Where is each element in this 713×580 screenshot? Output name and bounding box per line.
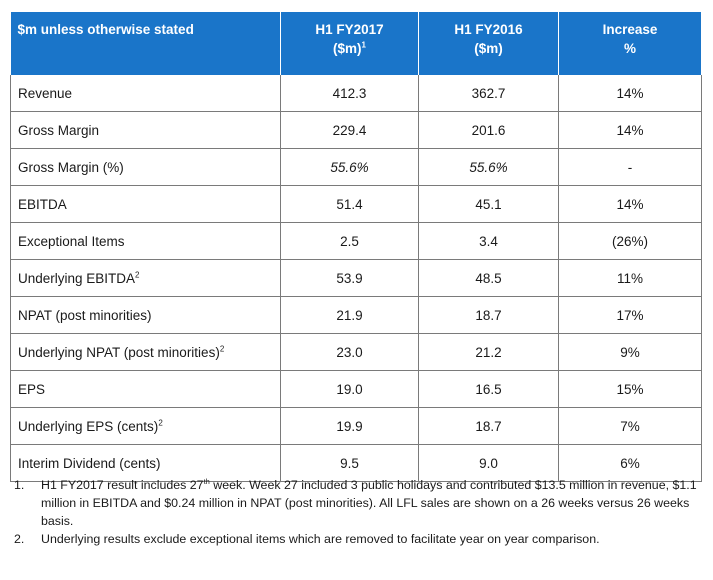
table-row: NPAT (post minorities) 21.9 18.7 17% (10, 296, 702, 334)
value-h1-fy2016: 18.7 (418, 296, 559, 334)
value-h1-fy2016: 45.1 (418, 185, 559, 223)
value-h1-fy2016: 18.7 (418, 407, 559, 445)
value-h1-fy2017: 9.5 (280, 444, 419, 482)
value-h1-fy2016: 3.4 (418, 222, 559, 260)
header-h1-fy2017-footnote: 1 (361, 40, 366, 50)
row-label: Underlying EBITDA2 (10, 259, 281, 297)
table-row: Gross Margin 229.4 201.6 14% (10, 111, 702, 149)
table-row: EPS 19.0 16.5 15% (10, 370, 702, 408)
header-increase-unit: % (623, 41, 636, 56)
value-h1-fy2017: 412.3 (280, 75, 419, 112)
value-h1-fy2016: 48.5 (418, 259, 559, 297)
table-row: Underlying NPAT (post minorities)2 23.0 21… (10, 333, 702, 371)
row-label-text: Underlying NPAT (post minorities) (18, 344, 220, 360)
value-h1-fy2017: 21.9 (280, 296, 419, 334)
value-increase: 9% (558, 333, 702, 371)
value-h1-fy2017: 19.0 (280, 370, 419, 408)
table-row: Interim Dividend (cents) 9.5 9.0 6% (10, 444, 702, 482)
value-increase: 7% (558, 407, 702, 445)
value-h1-fy2017: 229.4 (280, 111, 419, 149)
row-label: Underlying NPAT (post minorities)2 (10, 333, 281, 371)
row-label: EPS (10, 370, 281, 408)
value-h1-fy2016: 55.6% (418, 148, 559, 186)
value-h1-fy2017: 51.4 (280, 185, 419, 223)
row-label-text: Underlying EBITDA (18, 270, 136, 286)
row-label: Underlying EPS (cents)2 (10, 407, 281, 445)
value-h1-fy2017: 55.6% (280, 148, 419, 186)
row-label-text: Gross Margin (%) (18, 159, 124, 175)
row-footnote-ref: 2 (219, 344, 225, 353)
header-h1-fy2017-unit: ($m) (333, 41, 362, 56)
value-h1-fy2016: 201.6 (418, 111, 559, 149)
header-units-label: $m unless otherwise stated (17, 22, 194, 37)
row-label-text: Revenue (18, 85, 73, 101)
value-increase: 11% (558, 259, 702, 297)
value-h1-fy2017: 2.5 (280, 222, 419, 260)
footnote-text: Underlying results exclude exceptional i… (41, 530, 704, 548)
footnote-text-part: H1 FY2017 result includes 27 (41, 478, 204, 492)
header-increase: Increase % (558, 12, 702, 75)
row-label-text: EPS (18, 381, 46, 397)
value-increase: 17% (558, 296, 702, 334)
value-increase: 14% (558, 75, 702, 112)
footnotes: 1. H1 FY2017 result includes 27th week. W… (14, 476, 704, 548)
value-h1-fy2017: 53.9 (280, 259, 419, 297)
row-label-text: NPAT (post minorities) (18, 307, 152, 323)
value-increase: 14% (558, 111, 702, 149)
footnote-item: 1. H1 FY2017 result includes 27th week. W… (14, 476, 704, 530)
value-increase: - (558, 148, 702, 186)
row-label: NPAT (post minorities) (10, 296, 281, 334)
footnote-number: 2. (14, 532, 25, 546)
row-label-text: Underlying EPS (cents) (18, 418, 159, 434)
header-h1-fy2016-unit: ($m) (474, 41, 503, 56)
value-increase: 15% (558, 370, 702, 408)
footnote-text-part: Underlying results exclude exceptional i… (41, 532, 600, 546)
value-increase: 6% (558, 444, 702, 482)
footnote-superscript: th (203, 476, 210, 486)
value-h1-fy2016: 9.0 (418, 444, 559, 482)
table-header: $m unless otherwise stated H1 FY2017 ($m… (10, 12, 702, 75)
financial-results-table: $m unless otherwise stated H1 FY2017 ($m… (10, 12, 702, 482)
header-units: $m unless otherwise stated (10, 12, 281, 75)
row-label-text: Interim Dividend (cents) (18, 455, 161, 471)
value-increase: 14% (558, 185, 702, 223)
table-row: Exceptional Items 2.5 3.4 (26%) (10, 222, 702, 260)
footnote-text: H1 FY2017 result includes 27th week. Wee… (41, 476, 704, 530)
value-h1-fy2017: 23.0 (280, 333, 419, 371)
row-label: Gross Margin (%) (10, 148, 281, 186)
table-body: Revenue 412.3 362.7 14% Gross Margin 229.4 201… (10, 75, 702, 482)
row-label-text: Gross Margin (18, 122, 100, 138)
footnote-number: 1. (14, 478, 25, 492)
row-label: Gross Margin (10, 111, 281, 149)
value-h1-fy2016: 16.5 (418, 370, 559, 408)
table-row: Underlying EPS (cents)2 19.9 18.7 7% (10, 407, 702, 445)
value-h1-fy2016: 21.2 (418, 333, 559, 371)
table-row: Revenue 412.3 362.7 14% (10, 75, 702, 112)
footnote-item: 2. Underlying results exclude exceptional… (14, 530, 704, 548)
table-row: Gross Margin (%) 55.6% 55.6% - (10, 148, 702, 186)
table-row: Underlying EBITDA2 53.9 48.5 11% (10, 259, 702, 297)
row-footnote-ref: 2 (135, 270, 140, 279)
row-label-text: EBITDA (18, 196, 67, 212)
row-label: EBITDA (10, 185, 281, 223)
row-label: Interim Dividend (cents) (10, 444, 281, 482)
table-header-row: $m unless otherwise stated H1 FY2017 ($m… (10, 12, 702, 75)
row-label: Exceptional Items (10, 222, 281, 260)
value-increase: (26%) (558, 222, 702, 260)
row-label-text: Exceptional Items (18, 233, 125, 249)
value-h1-fy2017: 19.9 (280, 407, 419, 445)
header-h1-fy2017-label: H1 FY2017 (315, 22, 384, 37)
header-h1-fy2016: H1 FY2016 ($m) (418, 12, 559, 75)
table-row: EBITDA 51.4 45.1 14% (10, 185, 702, 223)
value-h1-fy2016: 362.7 (418, 75, 559, 112)
header-h1-fy2017: H1 FY2017 ($m)1 (280, 12, 419, 75)
row-label: Revenue (10, 75, 281, 112)
footnote-text-part: week. Week 27 included 3 public holidays… (41, 478, 697, 528)
header-h1-fy2016-label: H1 FY2016 (454, 22, 523, 37)
header-increase-label: Increase (602, 22, 658, 37)
row-footnote-ref: 2 (158, 418, 163, 427)
